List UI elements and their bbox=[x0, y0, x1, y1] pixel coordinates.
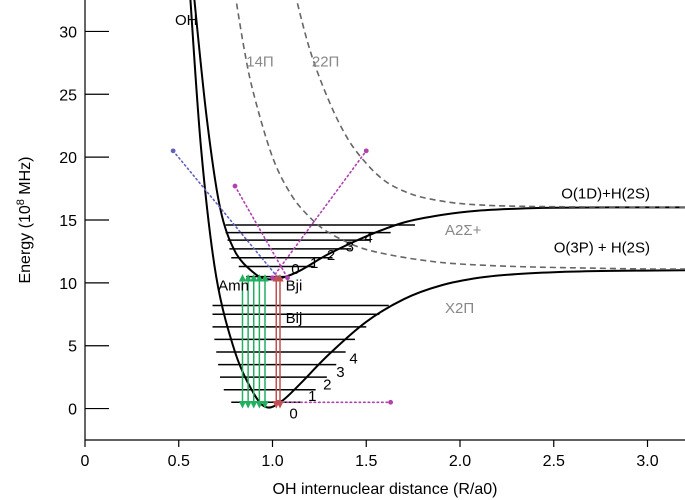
dotted-guide-line bbox=[234, 185, 289, 279]
y-axis-label-main: Energy (10 bbox=[17, 205, 34, 283]
transition-arrows bbox=[238, 274, 284, 409]
x-tick-label: 2.0 bbox=[449, 453, 471, 470]
annotation-label: A2Σ+ bbox=[445, 222, 482, 239]
y-tick-label: 10 bbox=[59, 276, 77, 293]
annotation-label: 0 bbox=[291, 261, 299, 278]
annotation-label: X2Π bbox=[445, 300, 474, 317]
potential-curves bbox=[189, 0, 685, 409]
curve-A2Σ+ bbox=[193, 0, 685, 281]
axes-group bbox=[84, 0, 685, 441]
y-axis-label-sup: 8 bbox=[15, 199, 27, 205]
y-axis-label-tail: MHz) bbox=[17, 156, 34, 199]
y-tick-label: 25 bbox=[59, 87, 77, 104]
annotation-label: 4 bbox=[349, 350, 357, 367]
x-tick-label: 0.5 bbox=[168, 453, 190, 470]
x-tick-label: 3.0 bbox=[636, 453, 658, 470]
annotation-label: 2 bbox=[327, 247, 335, 264]
y-ticks: 0 5 10 15 20 25 30 bbox=[59, 24, 109, 419]
annotation-label: 14Π bbox=[246, 54, 274, 71]
dotted-guide-endpoint bbox=[285, 275, 290, 281]
y-tick-label: 15 bbox=[59, 213, 77, 230]
curve-22Π bbox=[295, 0, 685, 209]
x-tick-label: 1.0 bbox=[261, 453, 283, 470]
dotted-guide-endpoint bbox=[170, 148, 176, 154]
x-tick-label: 0 bbox=[81, 453, 90, 470]
dotted-guide-endpoint bbox=[363, 148, 369, 154]
dotted-guide-endpoint bbox=[270, 275, 275, 281]
annotation-label: 3 bbox=[346, 238, 354, 255]
y-axis-label: Energy (108 MHz) bbox=[15, 156, 34, 283]
annotation-label: O(3P) + H(2S) bbox=[554, 240, 650, 257]
annotation-label: 4 bbox=[364, 230, 372, 247]
y-tick-label: 20 bbox=[59, 150, 77, 167]
dotted-guide-line bbox=[172, 150, 279, 279]
dotted-guide-endpoint bbox=[232, 183, 238, 189]
annotation-label: Amn bbox=[218, 277, 249, 294]
x-axis-label: OH internuclear distance (R/a0) bbox=[273, 481, 498, 498]
y-tick-label: 5 bbox=[68, 339, 77, 356]
annotation-label: 3 bbox=[336, 364, 344, 381]
dotted-guide-line bbox=[271, 150, 368, 279]
curve-14Π bbox=[235, 0, 685, 270]
x-tick-label: 2.5 bbox=[543, 453, 565, 470]
annotation-label: 1 bbox=[310, 255, 318, 272]
annotation-label: 22Π bbox=[312, 54, 340, 71]
y-tick-label: 0 bbox=[68, 402, 77, 419]
annotation-label: 2 bbox=[323, 377, 331, 394]
annotation-label: 0 bbox=[289, 406, 297, 423]
annotation-label: Bji bbox=[286, 277, 303, 294]
x-tick-label: 1.5 bbox=[355, 453, 377, 470]
annotations: OH 14Π 22Π O(1D)+H(2S) A2Σ+ O(3P) + H(2S) X2Π A… bbox=[175, 12, 650, 422]
annotation-label: O(1D)+H(2S) bbox=[561, 186, 650, 203]
curve-X2Π bbox=[189, 0, 685, 409]
y-tick-label: 30 bbox=[59, 24, 77, 41]
dotted-guide-endpoint bbox=[388, 399, 394, 405]
annotation-label: OH bbox=[175, 12, 198, 29]
annotation-label: 1 bbox=[308, 388, 316, 405]
x-ticks: 0 0.5 1.0 1.5 2.0 2.5 3.0 bbox=[81, 440, 659, 470]
annotation-label: Bij bbox=[286, 310, 303, 327]
